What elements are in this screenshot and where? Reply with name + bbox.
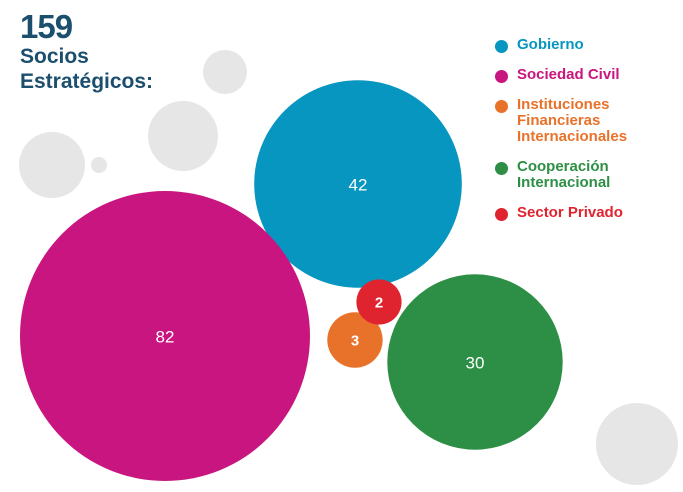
decorative-bubble-5 xyxy=(596,403,678,485)
legend-label-instituciones-financieras: Instituciones Financieras Internacionale… xyxy=(517,96,628,145)
title-line-2: Estratégicos: xyxy=(20,70,154,93)
data-bubbles: 42 82 3 30 2 xyxy=(20,80,563,481)
legend-item-instituciones-financieras: Instituciones Financieras Internacionale… xyxy=(495,97,667,145)
legend-item-sociedad-civil: Sociedad Civil xyxy=(495,67,667,83)
decorative-bubble-3 xyxy=(19,132,85,198)
decorative-bubble-2 xyxy=(148,101,218,171)
legend-item-gobierno: Gobierno xyxy=(495,37,667,53)
decorative-bubble-1 xyxy=(203,50,247,94)
decorative-bubbles xyxy=(19,50,678,485)
legend-dot-cooperacion-internacional xyxy=(495,162,508,175)
legend-dot-gobierno xyxy=(495,40,508,53)
legend-label-sector-privado: Sector Privado xyxy=(517,204,623,221)
bubble-cooperacion-internacional xyxy=(387,274,563,450)
chart-title: 159 Socios Estratégicos: xyxy=(20,10,153,93)
legend-dot-sociedad-civil xyxy=(495,70,508,83)
bubble-instituciones-financieras-internacionales xyxy=(327,312,383,368)
legend-item-cooperacion-internacional: Cooperación Internacional xyxy=(495,159,667,191)
legend-dot-instituciones-financieras xyxy=(495,100,508,113)
bubble-sociedad-civil xyxy=(20,191,310,481)
decorative-bubble-4 xyxy=(91,157,107,173)
bubble-gobierno xyxy=(254,80,462,288)
legend-dot-sector-privado xyxy=(495,208,508,221)
bubble-value-sociedad-civil: 82 xyxy=(156,328,175,347)
legend-label-sociedad-civil: Sociedad Civil xyxy=(517,66,620,83)
legend-label-cooperacion-internacional: Cooperación Internacional xyxy=(517,158,611,191)
bubble-sector-privado xyxy=(356,279,402,325)
legend-label-gobierno: Gobierno xyxy=(517,36,584,53)
bubble-value-cooperacion-internacional: 30 xyxy=(466,354,485,373)
title-line-1: Socios xyxy=(20,45,89,68)
total-count: 159 xyxy=(20,8,73,45)
bubble-value-sector-privado: 2 xyxy=(375,295,383,312)
bubble-value-gobierno: 42 xyxy=(349,176,368,195)
bubble-value-instituciones-financieras-internacionales: 3 xyxy=(351,333,359,350)
legend-item-sector-privado: Sector Privado xyxy=(495,205,667,221)
legend: Gobierno Sociedad Civil Instituciones Fi… xyxy=(495,37,667,221)
